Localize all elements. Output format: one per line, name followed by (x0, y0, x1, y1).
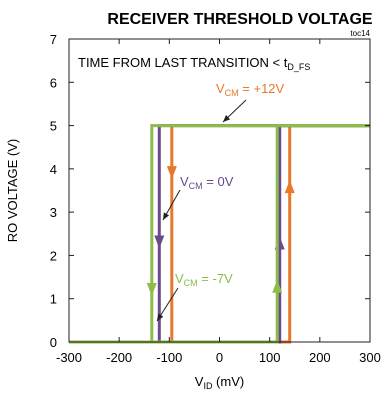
series-label-main: V (180, 174, 189, 189)
leader-arrowhead-0 (223, 114, 231, 122)
series-label-main: V (175, 271, 184, 286)
y-tick-label: 5 (50, 119, 57, 134)
leader-arrowhead-2 (157, 313, 164, 321)
series-line-1-rising (69, 124, 370, 344)
y-tick-label: 0 (50, 335, 57, 350)
x-tick-label: 100 (259, 350, 281, 365)
y-tick-label: 4 (50, 162, 57, 177)
series-line-0-falling (69, 124, 370, 344)
axes: -300 -200 -100 0 100 200 300 0 1 2 3 4 5 6 7 (50, 32, 381, 365)
plot-area (69, 124, 370, 344)
series-line-0-rising (69, 124, 370, 344)
series-label-2: VCM = -7V (175, 271, 233, 288)
series-line-1-falling (69, 124, 370, 344)
series-line-2-falling (69, 124, 370, 344)
x-axis-label: VID (mV) (195, 374, 244, 391)
x-axis-label-main: V (195, 374, 204, 389)
x-axis-label-suffix: (mV) (212, 374, 244, 389)
series-label-sub: CM (225, 88, 239, 98)
x-tick-label: -300 (56, 350, 82, 365)
y-tick-label: 3 (50, 205, 57, 220)
direction-arrow-0-0 (166, 166, 177, 180)
series-label-suffix: = +12V (239, 81, 285, 96)
x-tick-label: 0 (216, 350, 223, 365)
series-label-0: VCM = +12V (216, 81, 285, 98)
x-tick-label: 200 (309, 350, 331, 365)
x-axis-label-sub: ID (203, 381, 213, 391)
y-tick-label: 1 (50, 292, 57, 307)
direction-arrow-1-0 (154, 235, 165, 249)
series-line-2-rising (69, 124, 370, 344)
series-label-sub: CM (189, 181, 203, 191)
figure-id: toc14 (350, 29, 370, 38)
y-tick-label: 2 (50, 248, 57, 263)
condition-annotation-sub: D_FS (287, 62, 310, 72)
y-axis-label: RO VOLTAGE (V) (5, 139, 20, 243)
series-label-main: V (216, 81, 225, 96)
x-tick-label: 300 (359, 350, 381, 365)
direction-arrow-2-0 (146, 283, 157, 297)
x-tick-label: -200 (106, 350, 132, 365)
x-tick-label: -100 (156, 350, 182, 365)
leader-arrowhead-1 (163, 212, 170, 220)
condition-annotation-main: TIME FROM LAST TRANSITION < t (78, 55, 288, 70)
direction-arrow-2-1 (272, 279, 283, 293)
y-tick-label: 7 (50, 32, 57, 47)
series-label-suffix: = 0V (203, 174, 234, 189)
chart-title: RECEIVER THRESHOLD VOLTAGE (107, 11, 373, 28)
series-label-sub: CM (184, 278, 198, 288)
y-axis-label-group: RO VOLTAGE (V) (5, 139, 20, 243)
y-tick-label: 6 (50, 75, 57, 90)
condition-annotation: TIME FROM LAST TRANSITION < tD_FS (78, 55, 310, 72)
series-label-suffix: = -7V (198, 271, 233, 286)
series-label-1: VCM = 0V (180, 174, 234, 191)
direction-arrow-0-1 (284, 180, 295, 194)
